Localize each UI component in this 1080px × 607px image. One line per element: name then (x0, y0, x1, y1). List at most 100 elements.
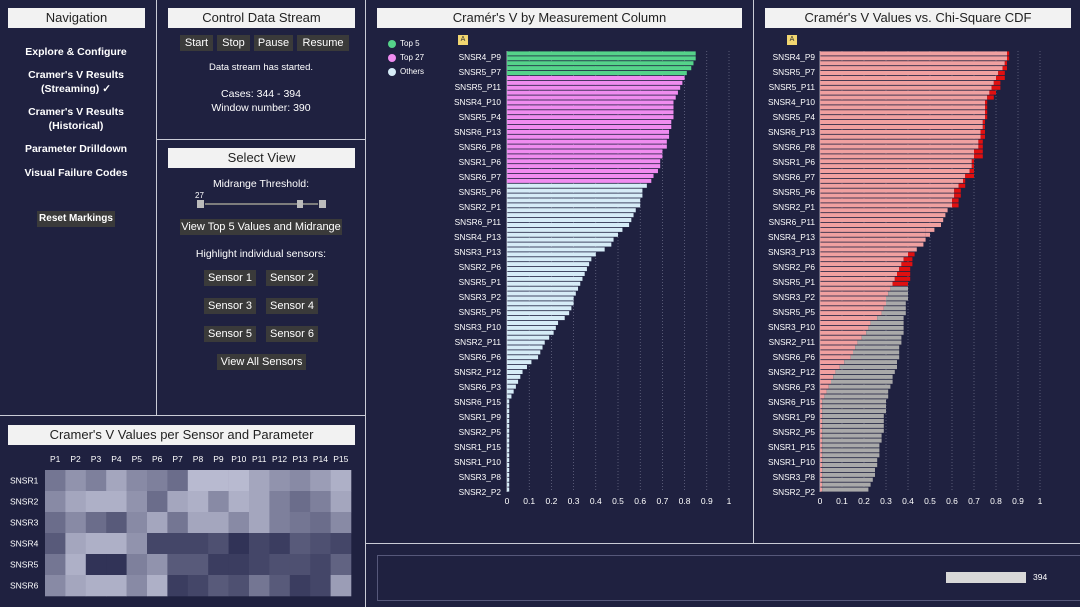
bar[interactable] (507, 316, 565, 321)
cramers-v-bar[interactable] (820, 80, 994, 85)
cdf-bar[interactable] (883, 306, 906, 311)
heatmap-cell[interactable] (310, 533, 331, 555)
bar[interactable] (507, 149, 663, 154)
cdf-bar[interactable] (903, 257, 913, 262)
cramers-v-bar[interactable] (820, 120, 983, 125)
cramers-v-bar[interactable] (820, 482, 823, 487)
heatmap-cell[interactable] (187, 554, 209, 576)
cramers-v-bar[interactable] (820, 129, 981, 134)
cdf-bar[interactable] (963, 178, 966, 183)
heatmap-cell[interactable] (106, 512, 127, 534)
bar[interactable] (507, 404, 510, 409)
bar[interactable] (507, 443, 510, 448)
heatmap-cell[interactable] (228, 470, 250, 492)
bar[interactable] (507, 306, 572, 311)
cdf-bar[interactable] (822, 409, 886, 414)
cdf-bar[interactable] (1007, 51, 1010, 56)
cramers-v-bar[interactable] (820, 467, 823, 472)
cramers-v-bar[interactable] (820, 105, 985, 110)
bar[interactable] (507, 458, 510, 463)
cramers-v-bar[interactable] (820, 144, 979, 149)
cramers-v-bar[interactable] (820, 389, 827, 394)
heatmap-cell[interactable] (85, 533, 107, 555)
bar[interactable] (507, 237, 614, 242)
cdf-bar[interactable] (822, 404, 886, 409)
bar[interactable] (507, 75, 685, 80)
cdf-bar[interactable] (980, 134, 985, 139)
cdf-bar[interactable] (971, 159, 974, 164)
cdf-bar[interactable] (822, 467, 875, 472)
heatmap-cell[interactable] (249, 554, 270, 576)
cdf-bar[interactable] (998, 71, 1005, 76)
bar[interactable] (507, 374, 521, 379)
cdf-bar[interactable] (857, 340, 902, 345)
cramers-v-bar[interactable] (820, 247, 917, 252)
cdf-bar[interactable] (850, 355, 900, 360)
cramers-v-bar[interactable] (820, 95, 988, 100)
bar[interactable] (507, 482, 510, 487)
bar[interactable] (507, 365, 527, 370)
bar[interactable] (507, 257, 592, 262)
heatmap-cell[interactable] (45, 554, 66, 576)
cramers-v-bar[interactable] (820, 394, 825, 399)
bar[interactable] (507, 276, 583, 281)
cramers-v-bar-chart[interactable]: 0 0.1 0.2 0.3 0.4 0.5 0.6 0.7 0.8 0.9 1 SNSR4_P9 SNS… (366, 40, 753, 540)
cramers-v-bar[interactable] (820, 100, 985, 105)
bar[interactable] (507, 384, 516, 389)
bar[interactable] (507, 286, 579, 291)
heatmap-cell[interactable] (208, 512, 229, 534)
bar[interactable] (507, 335, 550, 340)
bar[interactable] (507, 369, 523, 374)
cdf-bar[interactable] (952, 203, 959, 208)
view-all-sensors-button[interactable]: View All Sensors (217, 354, 306, 370)
cdf-bar[interactable] (899, 267, 911, 272)
heatmap-cell[interactable] (167, 554, 189, 576)
cdf-bar[interactable] (974, 154, 983, 159)
cdf-bar[interactable] (868, 325, 904, 330)
cdf-bar[interactable] (853, 350, 900, 355)
heatmap-cell[interactable] (187, 512, 209, 534)
cramers-v-bar[interactable] (820, 267, 900, 272)
sensor-6-button[interactable]: Sensor 6 (266, 326, 318, 342)
cdf-bar[interactable] (996, 75, 1005, 80)
cdf-bar[interactable] (978, 139, 983, 144)
heatmap-cell[interactable] (310, 470, 331, 492)
cramers-v-bar[interactable] (820, 188, 955, 193)
bar[interactable] (507, 379, 519, 384)
heatmap-cell[interactable] (106, 533, 127, 555)
cramers-v-bar[interactable] (820, 51, 1007, 56)
heatmap-cell[interactable] (65, 512, 87, 534)
bar[interactable] (507, 139, 667, 144)
midrange-threshold-slider[interactable] (197, 200, 327, 208)
heatmap-cell[interactable] (45, 533, 66, 555)
cdf-bar[interactable] (989, 90, 996, 95)
heatmap-cell[interactable] (269, 470, 291, 492)
cramers-v-bar[interactable] (820, 330, 867, 335)
bar[interactable] (507, 124, 672, 129)
cdf-bar[interactable] (987, 95, 994, 100)
heatmap-cell[interactable] (147, 470, 168, 492)
heatmap-cell[interactable] (208, 554, 229, 576)
cramers-v-bar[interactable] (820, 340, 858, 345)
bar[interactable] (507, 438, 510, 443)
bar[interactable] (507, 198, 641, 203)
cdf-bar[interactable] (908, 252, 915, 257)
bar[interactable] (507, 453, 510, 458)
cdf-bar[interactable] (1004, 61, 1007, 66)
cramers-v-bar[interactable] (820, 178, 963, 183)
resume-button[interactable]: Resume (297, 35, 349, 51)
bar[interactable] (507, 423, 510, 428)
cdf-bar[interactable] (828, 384, 891, 389)
cramers-v-bar[interactable] (820, 90, 990, 95)
heatmap-cell[interactable] (167, 533, 189, 555)
cdf-bar[interactable] (835, 369, 895, 374)
cdf-bar[interactable] (826, 389, 889, 394)
heatmap-cell[interactable] (167, 512, 189, 534)
heatmap-cell[interactable] (228, 491, 250, 513)
cramers-v-bar[interactable] (820, 433, 823, 438)
cramers-v-bar[interactable] (919, 242, 924, 247)
cdf-bar[interactable] (881, 311, 906, 316)
cramers-v-bar[interactable] (820, 66, 1003, 71)
cramers-v-bar[interactable] (820, 252, 908, 257)
cdf-bar[interactable] (855, 345, 900, 350)
